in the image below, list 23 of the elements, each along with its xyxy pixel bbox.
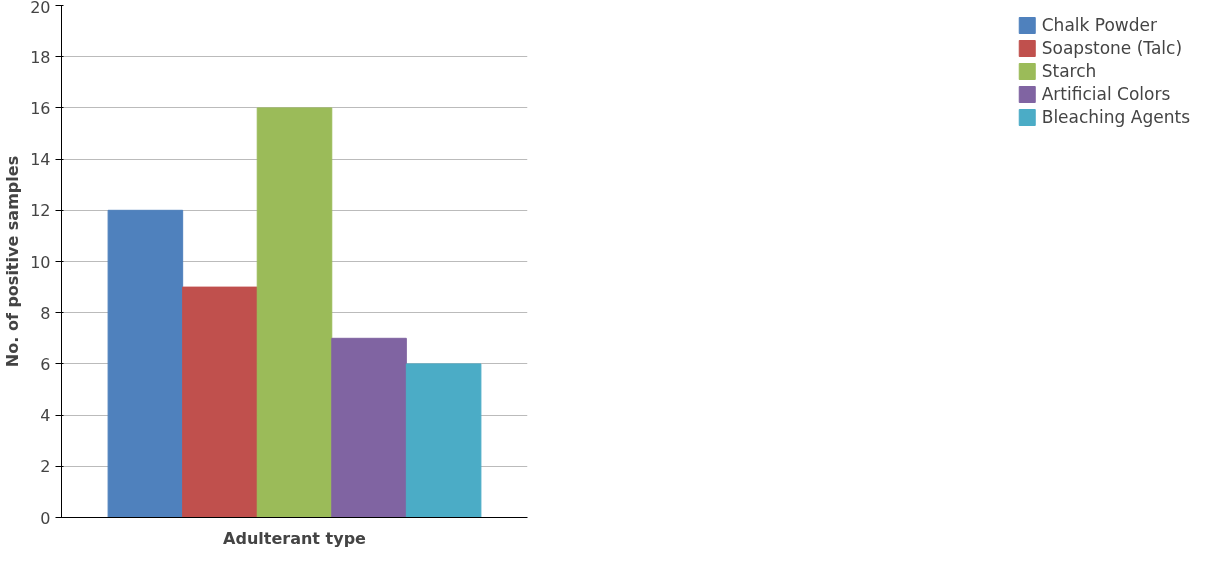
- y-tick-label: 0: [40, 508, 51, 528]
- y-tick-label: 6: [40, 354, 51, 374]
- y-tick-label: 2: [40, 457, 51, 477]
- bar: [107, 209, 184, 518]
- y-tick-label: 10: [30, 252, 51, 272]
- legend-label: Chalk Powder: [1041, 15, 1157, 35]
- legend-label: Soapstone (Talc): [1041, 38, 1183, 58]
- y-tick-label: 18: [30, 47, 51, 67]
- legend-label: Starch: [1041, 61, 1097, 81]
- y-tick-label: 8: [40, 303, 51, 323]
- legend-label: Bleaching Agents: [1041, 107, 1190, 127]
- bar: [331, 337, 407, 518]
- y-tick-label: 4: [40, 406, 51, 426]
- y-tick-label: 12: [30, 201, 51, 221]
- y-tick-label: 20: [30, 0, 51, 17]
- bar: [405, 363, 482, 518]
- y-tick-label: 14: [30, 150, 51, 170]
- y-tick-label: 16: [30, 98, 51, 118]
- x-axis-title: Adulterant type: [223, 528, 367, 548]
- legend-label: Artificial Colors: [1041, 84, 1171, 104]
- y-axis-title: No. of positive samples: [3, 155, 23, 368]
- bar: [182, 286, 258, 518]
- bar: [256, 107, 333, 518]
